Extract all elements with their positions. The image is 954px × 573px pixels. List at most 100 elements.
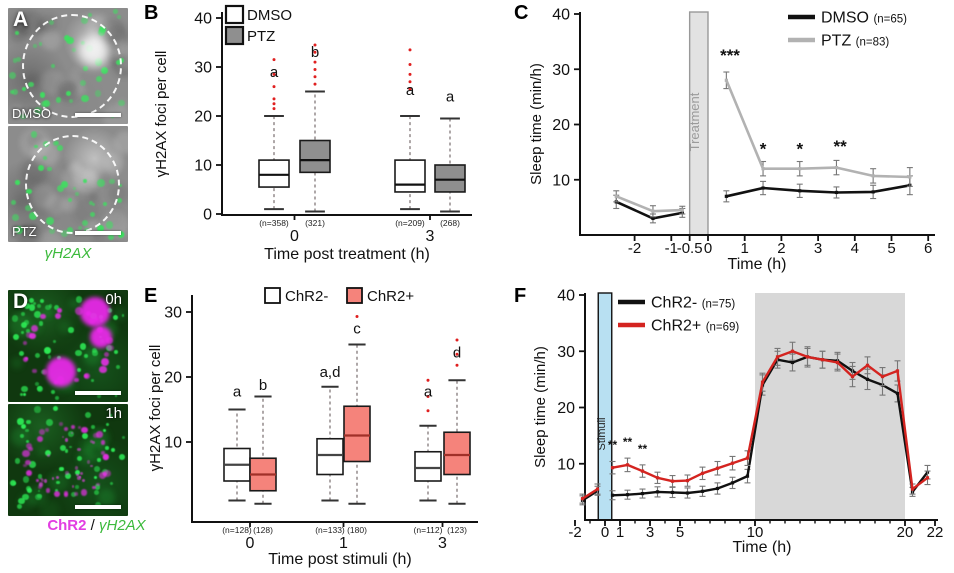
box-ChR2+-3h: d (123) (443, 338, 471, 535)
box-ChR2--1h: a,d (n=133) (315, 364, 345, 535)
fluor-dot (102, 468, 109, 475)
chr2-ring-dot (25, 443, 32, 450)
fluor-dot (92, 441, 95, 444)
outlier-dot (455, 363, 459, 367)
fluor-dot (118, 99, 125, 106)
fluor-dot (97, 458, 101, 462)
fluor-dot (94, 484, 101, 490)
chr2-ring-dot (56, 308, 62, 313)
scale-bar (75, 391, 121, 395)
fluor-dot (64, 448, 69, 453)
fluor-dot (37, 489, 41, 493)
fluor-dot (35, 381, 40, 386)
fluor-dot (119, 58, 125, 64)
fluor-dot (106, 423, 110, 427)
fluor-dot (86, 460, 91, 464)
fluor-dot (79, 342, 87, 350)
sig-letter: a (446, 88, 455, 105)
series-line (581, 350, 929, 500)
stimuli-band: Stimuli (596, 292, 613, 521)
outlier-dot (313, 67, 317, 71)
fluor-dot (71, 432, 74, 434)
box-ChR2--0h: a (n=128) (222, 384, 252, 536)
fluor-dot (41, 479, 45, 483)
fluor-dot (11, 213, 20, 222)
fluor-dot (26, 485, 32, 491)
fluor-dot (68, 297, 80, 309)
y-tick-label: 30 (164, 305, 182, 322)
fluor-dot (15, 226, 23, 234)
fluor-dot (20, 433, 24, 438)
outlier-dot (313, 60, 317, 64)
data-marker (640, 491, 645, 496)
fluor-dot (34, 107, 42, 115)
data-marker (775, 355, 780, 359)
fluor-dot (37, 385, 44, 392)
legend-label: PTZ (n=83) (821, 33, 889, 50)
nucleus-outline-circle (24, 135, 120, 235)
iqr-box (394, 159, 426, 193)
x-tick-label: 1 (616, 524, 624, 541)
series-PTZ (613, 71, 913, 218)
data-marker (798, 189, 802, 193)
stain-caption-part: γH2AX (99, 517, 146, 534)
fluor-dot (28, 304, 36, 311)
data-marker (798, 167, 802, 171)
sig-letter: a,d (320, 364, 341, 381)
box-ChR2+-1h: c (180) (343, 315, 371, 535)
sample-size: (n=358) (259, 218, 289, 228)
data-marker (745, 474, 750, 478)
fluor-dot (37, 304, 42, 308)
fluor-dot (25, 440, 29, 444)
data-marker (871, 190, 875, 194)
scale-bar (75, 231, 121, 235)
chr2-blob (46, 357, 77, 388)
significance-marker: ** (834, 137, 848, 156)
data-marker (651, 216, 655, 221)
chr2-ring-dot (38, 428, 46, 436)
fluor-dot (26, 329, 30, 333)
y-axis-label: Sleep time (min/h) (528, 63, 545, 185)
y-tick-label: 20 (164, 370, 182, 387)
data-marker (715, 466, 720, 470)
fluor-dot (114, 394, 118, 397)
fluor-dot (56, 476, 60, 480)
y-tick-label: 10 (552, 172, 570, 189)
chr2-ring-dot (75, 307, 83, 315)
data-marker (820, 358, 825, 362)
chr2-ring-dot (37, 485, 42, 490)
legend-label: ChR2+ (367, 288, 414, 305)
fluor-dot (35, 493, 42, 500)
fluor-dot (54, 304, 60, 310)
scale-bar (75, 505, 121, 509)
data-marker (805, 355, 810, 359)
x-axis-label: Time (h) (733, 539, 792, 556)
data-marker (871, 174, 875, 178)
micrograph-1h: 1h (8, 404, 128, 516)
dark-phase-shade (755, 293, 905, 520)
panel-label-F: F (514, 285, 527, 307)
data-marker (760, 380, 765, 384)
fluor-dot (21, 385, 29, 393)
iqr-box (299, 139, 331, 174)
fluor-dot (21, 330, 25, 334)
fluor-dot (23, 392, 27, 396)
legend-label: DMSO (247, 7, 292, 24)
data-marker (865, 363, 870, 367)
fluor-dot (68, 445, 72, 449)
fluor-dot (37, 494, 42, 499)
significance-marker: * (760, 139, 767, 158)
outlier-dot (408, 63, 412, 67)
fluor-dot (97, 224, 104, 232)
data-marker (700, 471, 705, 475)
sample-size: (n=133) (315, 525, 345, 535)
fluor-dot (34, 353, 41, 359)
fluor-dot (59, 444, 66, 452)
chr2-ring-dot (36, 435, 43, 442)
fluor-dot (74, 466, 79, 470)
fluor-dot (29, 461, 36, 469)
fluor-dot (85, 440, 107, 462)
fluor-dot (26, 419, 31, 424)
fluor-dot (117, 14, 121, 19)
sample-size: (123) (447, 525, 467, 535)
